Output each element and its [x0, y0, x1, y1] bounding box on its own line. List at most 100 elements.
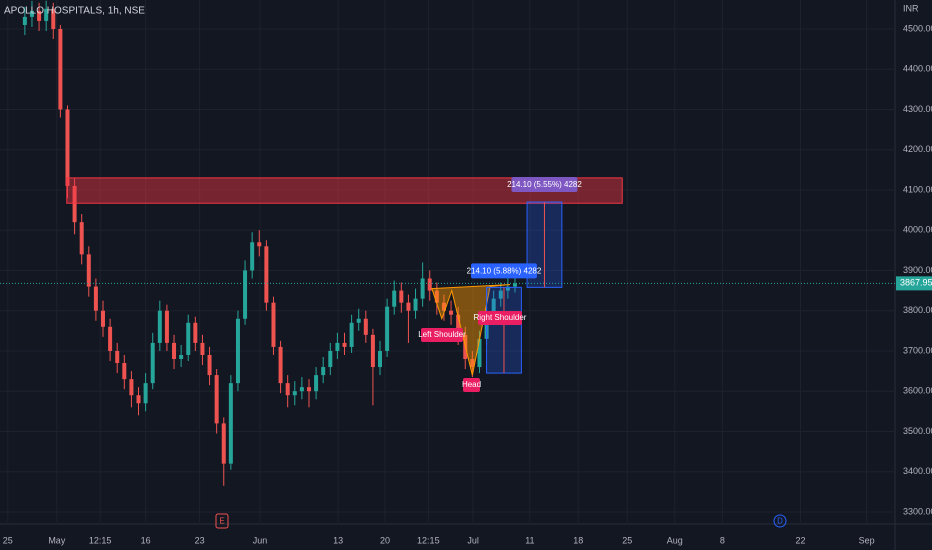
candle-body [491, 298, 496, 315]
candle-body [335, 342, 340, 351]
x-tick-label: Jun [253, 535, 268, 545]
candle-body [385, 306, 390, 351]
chart-title: APOLLO HOSPITALS, 1h, NSE [4, 6, 145, 17]
candle-body [207, 354, 212, 376]
x-tick-label: 11 [525, 535, 534, 545]
candle-body [51, 8, 56, 29]
candle-body [108, 326, 113, 351]
y-tick-label: 3900.00 [903, 265, 932, 275]
candle-body [86, 254, 91, 287]
candle-body [221, 423, 226, 464]
candle-body [278, 346, 283, 384]
candle-body [512, 283, 517, 287]
dividend-icon[interactable] [773, 514, 787, 528]
earnings-letter: E [219, 517, 224, 526]
candle-body [427, 278, 432, 291]
price-range-label-bg [511, 177, 578, 193]
candle-body [172, 342, 177, 360]
candle-body [29, 10, 34, 17]
candle-body [264, 246, 269, 303]
candle-body [306, 387, 311, 392]
y-tick-label: 3400.00 [903, 466, 932, 476]
candle-body [456, 314, 461, 335]
candle-body [228, 383, 233, 464]
candle-body [498, 290, 503, 299]
candle-body [292, 391, 297, 396]
x-tick-label: Aug [667, 535, 683, 545]
pattern-label: Right Shoulder [474, 313, 527, 322]
candle-body [399, 290, 404, 303]
x-tick-label: 20 [380, 535, 390, 545]
y-tick-label: 3300.00 [903, 506, 932, 516]
y-tick-label: 4000.00 [903, 225, 932, 235]
candle-body [470, 359, 475, 368]
x-tick-label: 8 [720, 535, 725, 545]
candle-body [93, 286, 98, 311]
candle-body [115, 350, 120, 364]
candle-body [250, 242, 255, 271]
pattern-label-bg [478, 311, 522, 325]
x-tick-label: 16 [141, 535, 151, 545]
x-tick-label: Jul [467, 535, 479, 545]
candle-body [179, 354, 184, 360]
candle-body [58, 28, 63, 110]
pattern-label: Head [462, 380, 481, 389]
candle-body [434, 290, 439, 303]
y-tick-label: 4100.00 [903, 184, 932, 194]
pattern-label-bg [421, 328, 463, 342]
x-tick-label: 25 [3, 535, 13, 545]
candle-body [257, 242, 262, 247]
y-tick-label: 3800.00 [903, 305, 932, 315]
candle-body [186, 322, 191, 355]
x-tick-label: 23 [195, 535, 205, 545]
candle-body [413, 298, 418, 311]
y-tick-label: 4300.00 [903, 104, 932, 114]
candle-body [505, 286, 510, 291]
candle-body [378, 350, 383, 368]
candle-body [100, 310, 105, 327]
candle-body [370, 334, 375, 368]
candle-body [193, 322, 198, 343]
x-tick-label: 13 [333, 535, 343, 545]
candle-body [122, 363, 127, 380]
candle-body [72, 185, 77, 223]
candle-body [420, 278, 425, 299]
x-tick-label: 18 [573, 535, 583, 545]
x-tick-label: Sep [859, 535, 875, 545]
x-tick-label: 25 [622, 535, 632, 545]
x-tick-label: 12:15 [89, 535, 112, 545]
candle-body [235, 318, 240, 384]
candle-body [449, 310, 454, 315]
pattern-label-bg [463, 378, 480, 392]
candle-body [441, 302, 446, 311]
candle-body [392, 290, 397, 307]
candle-body [214, 375, 219, 424]
x-tick-label: 22 [796, 535, 806, 545]
candle-body [65, 109, 70, 186]
candle-body [477, 338, 482, 368]
candle-body [271, 302, 276, 347]
dividend-letter: D [777, 517, 783, 526]
candle-body [79, 222, 84, 255]
candle-body [285, 383, 290, 396]
candle-body [243, 270, 248, 319]
candle-body [150, 342, 155, 384]
candle-body [129, 379, 134, 396]
candle-body [314, 375, 319, 392]
candle-body [22, 16, 27, 25]
candle-body [200, 342, 205, 355]
x-tick-label: May [48, 535, 66, 545]
last-price-label-bg [896, 276, 932, 291]
candle-body [299, 387, 304, 392]
y-tick-label: 4200.00 [903, 144, 932, 154]
last-price-label: 3867.95 [900, 278, 932, 288]
y-tick-label: 3500.00 [903, 426, 932, 436]
y-tick-label: 3600.00 [903, 386, 932, 396]
candle-body [342, 342, 347, 347]
earnings-icon[interactable] [215, 513, 229, 529]
candle-body [363, 318, 368, 335]
candle-body [328, 350, 333, 368]
y-tick-label: 4500.00 [903, 23, 932, 33]
